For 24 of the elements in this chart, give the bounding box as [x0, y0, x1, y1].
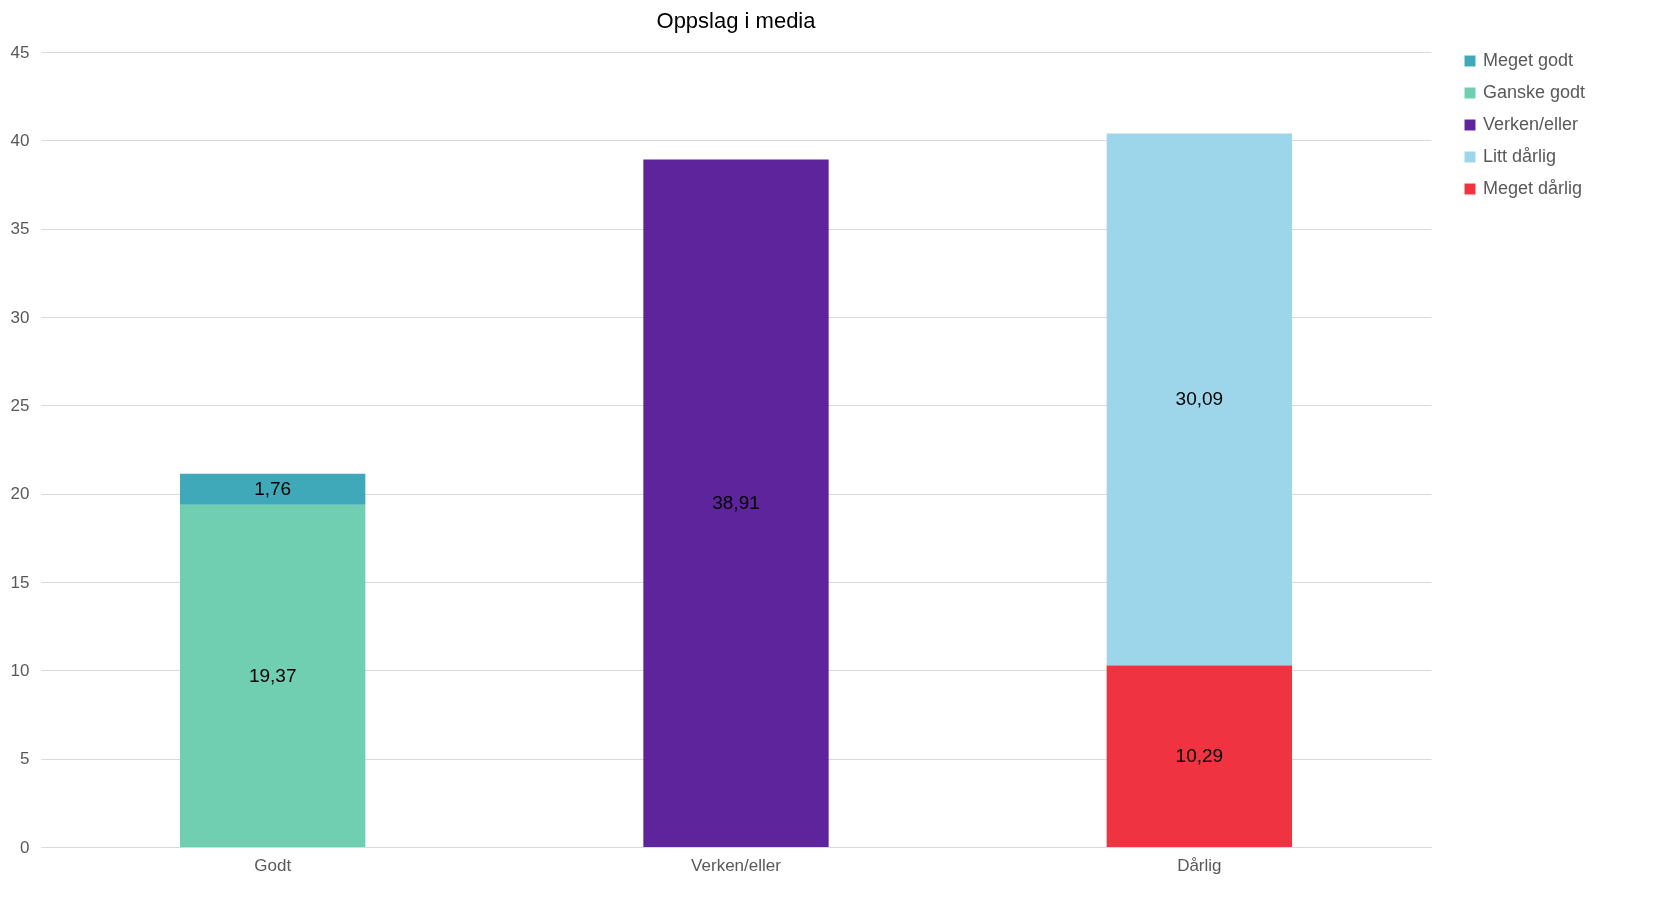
legend-label: Litt dårlig — [1483, 146, 1557, 166]
y-tick-label: 15 — [10, 572, 30, 592]
y-tick-label: 45 — [10, 42, 30, 62]
y-tick-label: 0 — [20, 837, 30, 857]
data-label: 1,76 — [254, 478, 292, 500]
chart-title: Oppslag i media — [656, 8, 817, 33]
data-label: 30,09 — [1175, 388, 1224, 410]
data-label: 38,91 — [712, 492, 760, 514]
y-tick-label: 10 — [10, 660, 30, 680]
legend-label: Verken/eller — [1483, 114, 1579, 134]
y-tick-label: 30 — [10, 307, 30, 327]
y-tick-label: 35 — [10, 219, 30, 239]
x-tick-label: Dårlig — [1177, 855, 1222, 875]
y-tick-label: 20 — [10, 484, 30, 504]
legend-label: Meget dårlig — [1483, 178, 1583, 198]
x-tick-label: Godt — [254, 855, 292, 875]
legend-label: Meget godt — [1483, 50, 1574, 70]
y-tick-label: 40 — [10, 130, 30, 150]
legend-label: Ganske godt — [1483, 82, 1586, 102]
y-tick-label: 25 — [10, 395, 30, 415]
x-tick-label: Verken/eller — [691, 855, 782, 875]
y-tick-label: 5 — [20, 749, 30, 769]
data-label: 19,37 — [248, 664, 297, 686]
data-label: 10,29 — [1175, 745, 1224, 767]
